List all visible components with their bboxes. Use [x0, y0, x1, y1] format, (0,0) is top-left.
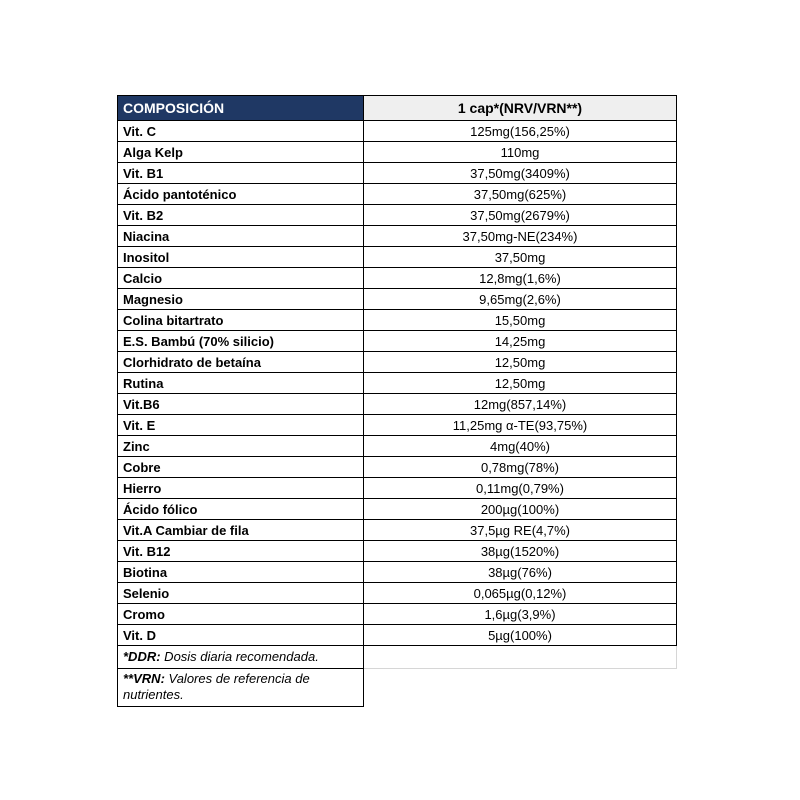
nutrient-value: 0,11mg(0,79%) [363, 477, 677, 499]
nutrient-value: 4mg(40%) [363, 435, 677, 457]
table-row: Colina bitartrato 15,50mg [117, 309, 677, 331]
nutrient-value: 14,25mg [363, 330, 677, 352]
nutrient-rows: Vit. C 125mg(156,25%) Alga Kelp 110mg Vit. B… [117, 120, 677, 646]
nutrient-value: 110mg [363, 141, 677, 163]
table-row: Vit. D 5µg(100%) [117, 624, 677, 646]
nutrient-label: Vit. B12 [117, 540, 364, 562]
nutrient-value: 38µg(76%) [363, 561, 677, 583]
table-row: Clorhidrato de betaína 12,50mg [117, 351, 677, 373]
nutrient-label: E.S. Bambú (70% silicio) [117, 330, 364, 352]
table-row: Cobre 0,78mg(78%) [117, 456, 677, 478]
footnote-row-vrn: **VRN: Valores de referencia de nutrient… [117, 668, 677, 707]
footnote-vrn: **VRN: Valores de referencia de nutrient… [117, 668, 364, 707]
table-row: Cromo 1,6µg(3,9%) [117, 603, 677, 625]
nutrient-label: Alga Kelp [117, 141, 364, 163]
table-row: Biotina 38µg(76%) [117, 561, 677, 583]
table-row: Vit.A Cambiar de fila 37,5µg RE(4,7%) [117, 519, 677, 541]
nutrient-value: 5µg(100%) [363, 624, 677, 646]
nutrient-value: 37,50mg(3409%) [363, 162, 677, 184]
table-row: Rutina 12,50mg [117, 372, 677, 394]
nutrient-label: Zinc [117, 435, 364, 457]
nutrient-label: Vit. D [117, 624, 364, 646]
nutrient-label: Calcio [117, 267, 364, 289]
per-capsule-header: 1 cap*(NRV/VRN**) [363, 95, 677, 121]
nutrient-label: Magnesio [117, 288, 364, 310]
nutrient-value: 125mg(156,25%) [363, 120, 677, 142]
nutrient-label: Inositol [117, 246, 364, 268]
nutrient-label: Vit. B1 [117, 162, 364, 184]
table-row: Inositol 37,50mg [117, 246, 677, 268]
nutrient-value: 0,065µg(0,12%) [363, 582, 677, 604]
nutrient-label: Ácido fólico [117, 498, 364, 520]
composition-header: COMPOSICIÓN [117, 95, 364, 121]
nutrient-value: 0,78mg(78%) [363, 456, 677, 478]
table-row: Vit. B1 37,50mg(3409%) [117, 162, 677, 184]
nutrient-value: 37,50mg(2679%) [363, 204, 677, 226]
nutrient-label: Vit. B2 [117, 204, 364, 226]
table-row: Zinc 4mg(40%) [117, 435, 677, 457]
nutrient-value: 12,50mg [363, 351, 677, 373]
nutrient-value: 15,50mg [363, 309, 677, 331]
nutrient-value: 37,50mg [363, 246, 677, 268]
table-row: Vit. E 11,25mg α-TE(93,75%) [117, 414, 677, 436]
nutrient-label: Niacina [117, 225, 364, 247]
table-row: Calcio 12,8mg(1,6%) [117, 267, 677, 289]
footnote-vrn-text: Valores de referencia de nutrientes. [123, 671, 310, 703]
nutrient-label: Colina bitartrato [117, 309, 364, 331]
table-row: Hierro 0,11mg(0,79%) [117, 477, 677, 499]
nutrient-label: Vit.A Cambiar de fila [117, 519, 364, 541]
nutrient-value: 12mg(857,14%) [363, 393, 677, 415]
footnote-ddr-prefix: *DDR: [123, 648, 161, 664]
nutrient-value: 12,50mg [363, 372, 677, 394]
nutrient-value: 9,65mg(2,6%) [363, 288, 677, 310]
footnote-rows: *DDR: Dosis diaria recomendada. **VRN: V… [117, 645, 677, 707]
footnote-ddr-empty-cell [363, 645, 677, 669]
nutrient-value: 200µg(100%) [363, 498, 677, 520]
nutrient-label: Vit. C [117, 120, 364, 142]
nutrient-label: Rutina [117, 372, 364, 394]
header-row: COMPOSICIÓN 1 cap*(NRV/VRN**) [117, 95, 677, 121]
table-row: Ácido pantoténico 37,50mg(625%) [117, 183, 677, 205]
nutrient-value: 12,8mg(1,6%) [363, 267, 677, 289]
nutrient-label: Selenio [117, 582, 364, 604]
table-row: Ácido fólico 200µg(100%) [117, 498, 677, 520]
nutrient-label: Hierro [117, 477, 364, 499]
nutrient-value: 11,25mg α-TE(93,75%) [363, 414, 677, 436]
footnote-row-ddr: *DDR: Dosis diaria recomendada. [117, 645, 677, 669]
table-row: Vit. C 125mg(156,25%) [117, 120, 677, 142]
nutrient-label: Cromo [117, 603, 364, 625]
table-row: Magnesio 9,65mg(2,6%) [117, 288, 677, 310]
nutrient-label: Cobre [117, 456, 364, 478]
table-row: E.S. Bambú (70% silicio) 14,25mg [117, 330, 677, 352]
footnote-vrn-prefix: **VRN: [123, 671, 165, 686]
nutrient-label: Vit. E [117, 414, 364, 436]
table-row: Vit. B2 37,50mg(2679%) [117, 204, 677, 226]
table-row: Alga Kelp 110mg [117, 141, 677, 163]
table-row: Niacina 37,50mg-NE(234%) [117, 225, 677, 247]
nutrient-value: 1,6µg(3,9%) [363, 603, 677, 625]
table-row: Vit. B12 38µg(1520%) [117, 540, 677, 562]
footnote-vrn-empty-cell [364, 669, 677, 707]
table-row: Vit.B6 12mg(857,14%) [117, 393, 677, 415]
nutrient-value: 38µg(1520%) [363, 540, 677, 562]
nutrient-label: Vit.B6 [117, 393, 364, 415]
nutrient-value: 37,50mg(625%) [363, 183, 677, 205]
nutrient-label: Ácido pantoténico [117, 183, 364, 205]
footnote-ddr: *DDR: Dosis diaria recomendada. [117, 645, 364, 669]
nutrient-label: Clorhidrato de betaína [117, 351, 364, 373]
footnote-ddr-text: Dosis diaria recomendada. [160, 648, 319, 664]
nutrient-value: 37,5µg RE(4,7%) [363, 519, 677, 541]
nutrient-value: 37,50mg-NE(234%) [363, 225, 677, 247]
table-row: Selenio 0,065µg(0,12%) [117, 582, 677, 604]
nutrient-label: Biotina [117, 561, 364, 583]
composition-table: COMPOSICIÓN 1 cap*(NRV/VRN**) Vit. C 125m… [117, 95, 677, 707]
